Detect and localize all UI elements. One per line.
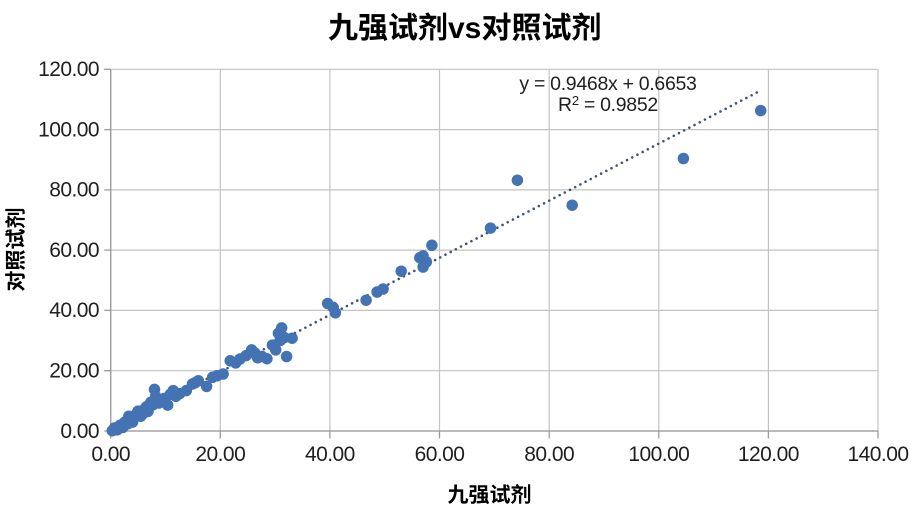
svg-text:vs: vs — [448, 12, 481, 45]
svg-text:20.00: 20.00 — [49, 360, 99, 383]
svg-text:0.00: 0.00 — [91, 443, 130, 466]
svg-text:40.00: 40.00 — [49, 299, 99, 322]
svg-text:120.00: 120.00 — [38, 58, 99, 81]
svg-text:y = 0.9468x + 0.6653: y = 0.9468x + 0.6653 — [519, 73, 696, 95]
svg-text:60.00: 60.00 — [415, 443, 465, 466]
svg-text:R2 = 0.9852: R2 = 0.9852 — [558, 93, 658, 116]
svg-text:20.00: 20.00 — [195, 443, 245, 466]
svg-text:80.00: 80.00 — [524, 443, 574, 466]
svg-text:60.00: 60.00 — [49, 239, 99, 262]
svg-text:80.00: 80.00 — [49, 179, 99, 202]
svg-text:100.00: 100.00 — [38, 118, 99, 141]
svg-text:100.00: 100.00 — [628, 443, 689, 466]
svg-text:140.00: 140.00 — [848, 443, 909, 466]
svg-text:120.00: 120.00 — [738, 443, 799, 466]
svg-text:0.00: 0.00 — [60, 420, 99, 443]
svg-text:40.00: 40.00 — [305, 443, 355, 466]
